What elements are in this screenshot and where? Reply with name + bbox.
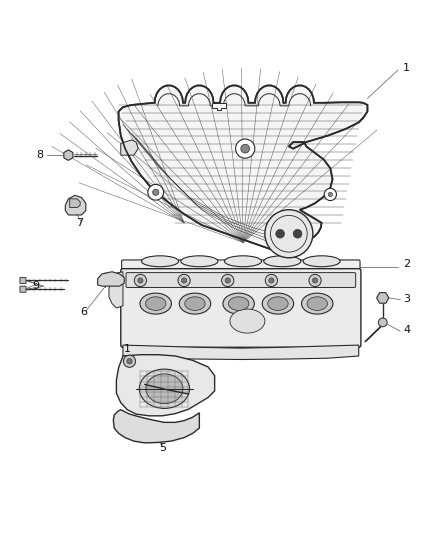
Circle shape (324, 188, 336, 200)
Polygon shape (98, 272, 124, 286)
Text: 5: 5 (159, 443, 166, 453)
Circle shape (225, 278, 230, 283)
Circle shape (134, 274, 147, 287)
Text: 2: 2 (403, 260, 410, 269)
Circle shape (152, 189, 159, 195)
Text: 1: 1 (403, 63, 410, 73)
Ellipse shape (179, 293, 211, 314)
Circle shape (265, 210, 313, 258)
Polygon shape (121, 140, 138, 155)
Circle shape (222, 274, 234, 287)
Circle shape (138, 278, 143, 283)
Polygon shape (109, 272, 123, 308)
Ellipse shape (224, 256, 261, 266)
Ellipse shape (229, 297, 249, 310)
Text: 3: 3 (403, 294, 410, 304)
Polygon shape (119, 85, 367, 256)
Ellipse shape (303, 256, 340, 266)
Circle shape (241, 144, 250, 153)
Text: 9: 9 (32, 281, 39, 291)
Text: 7: 7 (76, 218, 83, 228)
Circle shape (309, 274, 321, 287)
Ellipse shape (185, 297, 205, 310)
Circle shape (181, 278, 187, 283)
Ellipse shape (141, 256, 179, 266)
Circle shape (236, 139, 255, 158)
Text: 1: 1 (124, 344, 131, 354)
FancyBboxPatch shape (20, 286, 26, 292)
Ellipse shape (262, 293, 293, 314)
Text: 4: 4 (403, 325, 410, 335)
FancyBboxPatch shape (126, 272, 356, 287)
Ellipse shape (230, 309, 265, 333)
Polygon shape (64, 150, 73, 160)
Ellipse shape (139, 369, 190, 408)
Circle shape (328, 192, 332, 197)
Circle shape (265, 274, 278, 287)
Polygon shape (70, 199, 80, 207)
FancyBboxPatch shape (122, 260, 360, 272)
Text: 6: 6 (80, 308, 87, 317)
Ellipse shape (181, 256, 218, 266)
Circle shape (378, 318, 387, 327)
Circle shape (269, 278, 274, 283)
Ellipse shape (307, 297, 328, 310)
Polygon shape (65, 195, 86, 215)
Circle shape (148, 184, 163, 200)
Polygon shape (377, 293, 389, 303)
FancyBboxPatch shape (121, 269, 361, 348)
Ellipse shape (223, 293, 254, 314)
Polygon shape (123, 345, 359, 359)
Circle shape (276, 229, 285, 238)
Text: 8: 8 (36, 150, 43, 160)
Circle shape (127, 359, 132, 364)
Circle shape (312, 278, 318, 283)
Ellipse shape (145, 297, 166, 310)
Ellipse shape (301, 293, 333, 314)
Polygon shape (113, 410, 199, 443)
Ellipse shape (140, 293, 171, 314)
Ellipse shape (268, 297, 288, 310)
Ellipse shape (146, 374, 183, 403)
Polygon shape (212, 103, 226, 110)
Polygon shape (117, 354, 215, 416)
Ellipse shape (264, 256, 301, 266)
FancyBboxPatch shape (20, 277, 26, 284)
Circle shape (293, 229, 302, 238)
Circle shape (124, 355, 136, 367)
Circle shape (178, 274, 190, 287)
